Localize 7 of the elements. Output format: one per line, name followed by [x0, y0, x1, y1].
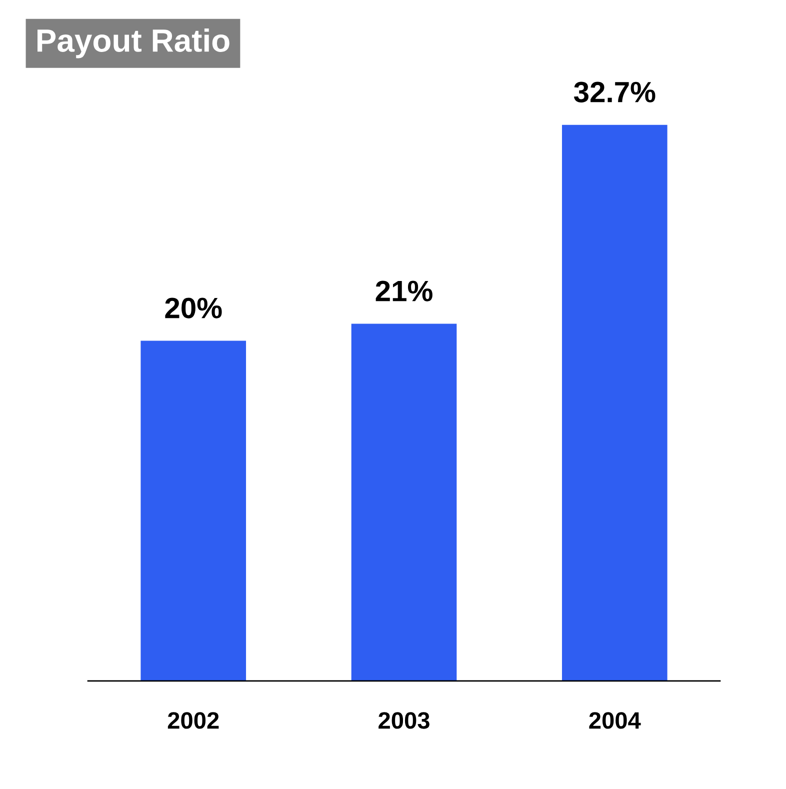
x-tick-label: 2002 — [168, 712, 219, 729]
data-label: 21% — [376, 280, 432, 302]
data-label: 20% — [165, 298, 222, 318]
x-tick-label: 2003 — [378, 712, 430, 729]
data-label: 32.7% — [574, 82, 656, 102]
x-tick-label: 2004 — [589, 712, 641, 729]
chart-title: Payout Ratio — [38, 28, 230, 58]
